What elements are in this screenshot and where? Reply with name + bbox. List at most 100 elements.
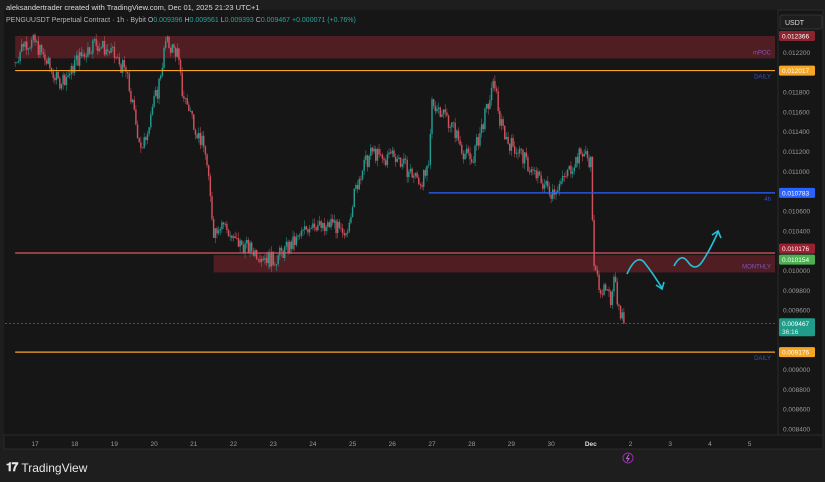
candle-body [527, 157, 529, 172]
candle-body [245, 239, 248, 244]
candle-body [335, 220, 337, 233]
x-tick-label: 22 [230, 441, 238, 448]
x-tick-label: 4 [708, 441, 712, 448]
high-label: H [184, 17, 190, 24]
candle-body [376, 148, 379, 161]
candle-body [194, 129, 197, 135]
candle-body [470, 159, 473, 163]
candle-body [580, 148, 582, 154]
candle-body [237, 238, 240, 247]
candle-body [461, 144, 463, 154]
tradingview-logo-icon: 𝟏𝟕 [6, 460, 18, 474]
candle-body [542, 183, 544, 189]
candle-body [413, 175, 415, 178]
candle-body [24, 41, 26, 47]
candle-body [242, 244, 245, 254]
x-tick-label: 21 [190, 441, 198, 448]
candle-body [211, 196, 213, 220]
candle-body [561, 176, 564, 182]
candle-body [614, 276, 617, 282]
candle-body [143, 137, 145, 148]
candle-body [560, 181, 562, 184]
candle-body [517, 152, 519, 154]
candle-body [62, 74, 64, 85]
candle-body [588, 157, 590, 168]
tradingview-logo[interactable]: 𝟏𝟕 TradingView [6, 460, 87, 475]
candle-body [171, 44, 174, 53]
candle-body [272, 251, 274, 265]
candle-body [442, 109, 445, 115]
candle-body [227, 229, 230, 237]
projection-arrows [626, 229, 722, 291]
candle-body [447, 115, 450, 128]
candle-body [383, 158, 385, 161]
candle-body [322, 222, 324, 228]
candle-body [102, 41, 104, 48]
candle-body [17, 61, 20, 63]
candle-body [426, 165, 428, 176]
chart-pane[interactable] [4, 10, 778, 435]
currency-button[interactable] [779, 14, 823, 30]
candle-body [621, 312, 623, 319]
level-price-tag: 0.010783 [782, 190, 809, 197]
candle-body [287, 241, 289, 253]
candle-body [166, 36, 169, 42]
symbol-legend: PENGUUSDT Perpetual Contract · 1h · Bybi… [6, 17, 356, 24]
candle-body [249, 242, 251, 253]
candle-body [82, 54, 84, 56]
symbol-name[interactable]: PENGUUSDT Perpetual Contract · 1h · Bybi… [6, 17, 146, 24]
candle-body [264, 258, 266, 260]
candle-body [293, 236, 296, 246]
level-zones [15, 36, 775, 273]
candle-body [394, 156, 397, 162]
level-price-tag: 0.010176 [782, 246, 809, 253]
candle-body [35, 41, 38, 42]
candle-body [181, 72, 183, 97]
time-axis[interactable] [3, 434, 824, 450]
candle-body [350, 216, 352, 223]
candle-body [161, 67, 164, 76]
candle-body [21, 44, 23, 52]
y-tick-label: 0.011400 [783, 129, 810, 136]
close-label: C [255, 17, 261, 24]
candle-body [318, 221, 321, 226]
candle-body [184, 98, 187, 100]
candle-body [403, 158, 405, 164]
y-tick-label: 0.010600 [783, 209, 810, 216]
candle-body [346, 231, 349, 234]
candle-body [120, 64, 122, 73]
candle-body [284, 246, 286, 258]
candle-body [191, 110, 193, 115]
candle-body [386, 154, 389, 166]
candle-body [348, 222, 351, 232]
x-tick-label: 25 [349, 441, 357, 448]
candle-body [313, 223, 316, 228]
candle-body [436, 108, 438, 112]
candle-body [593, 219, 595, 267]
candle-body [22, 44, 25, 47]
candle-body [474, 145, 476, 163]
candle-body [27, 48, 30, 50]
candle-body [505, 136, 508, 140]
candle-body [388, 152, 390, 155]
y-tick-label: 0.011000 [783, 169, 810, 176]
level-label: mPOC [753, 50, 772, 56]
y-tick-label: 0.008600 [783, 407, 810, 414]
candle-body [576, 156, 579, 164]
candle-body [39, 44, 41, 55]
lightning-icon[interactable] [622, 452, 634, 464]
x-tick-label: 5 [748, 441, 752, 448]
price-axis[interactable] [777, 9, 824, 436]
candle-body [494, 80, 496, 89]
x-tick-label: 2 [629, 441, 633, 448]
candle-body [199, 132, 202, 145]
x-tick-label: 17 [31, 441, 39, 448]
candle-body [67, 75, 69, 77]
candle-body [141, 147, 144, 149]
candle-body [148, 127, 150, 134]
candle-body [477, 137, 480, 146]
candle-body [277, 255, 279, 265]
candle-body [361, 170, 364, 180]
candle-body [459, 140, 461, 145]
